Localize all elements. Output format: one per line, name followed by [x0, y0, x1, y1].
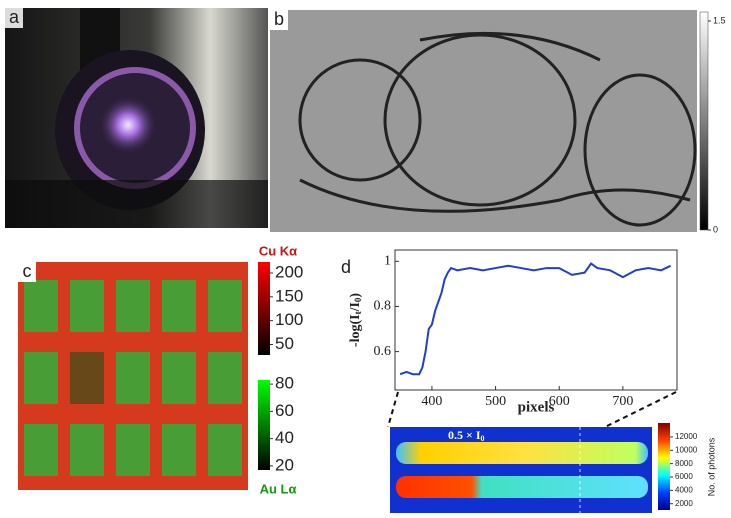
panel-b-image: [270, 10, 709, 232]
colorbar-tick-label: 200: [275, 262, 303, 281]
colorbar-tick-label: 0: [713, 224, 718, 234]
colorbar-tick-label: 60: [275, 401, 294, 420]
x-axis-label: pixels: [518, 399, 555, 415]
map-cell: [70, 280, 104, 332]
y-label-part: -log(I: [348, 314, 363, 347]
map-cell: [116, 424, 150, 476]
colorbar-tick-label: 2000: [675, 499, 693, 508]
x-tick-label: 600: [549, 394, 570, 409]
y-tick-label: 1: [384, 254, 391, 269]
panel-label: b: [274, 9, 284, 29]
annotation-sub: 0: [481, 434, 485, 443]
plot-frame: [394, 249, 678, 391]
colorbar-tick-label: 50: [275, 334, 294, 353]
map-cell: [116, 280, 150, 332]
panel-label: c: [23, 261, 32, 281]
map-cell: [162, 424, 196, 476]
colorbar-tick-label: 12000: [675, 432, 698, 441]
colorbar-tick-label: 80: [275, 374, 294, 393]
map-cell: [162, 280, 196, 332]
map-cell: [208, 352, 242, 404]
data-line: [399, 262, 672, 376]
y-tick-label: 0.6: [374, 344, 392, 359]
y-label-sub: t: [353, 311, 363, 314]
colorbar-tick-label: 20: [275, 455, 294, 474]
colorbar-tick-label: 40: [275, 428, 294, 447]
map-cell: [24, 352, 58, 404]
map-cell: [70, 424, 104, 476]
y-tick-label: 0.8: [374, 299, 392, 314]
colorbar-tick-label: 1.5: [713, 15, 726, 25]
annotation-text: 0.5 × I: [448, 428, 481, 442]
x-tick-label: 500: [485, 394, 506, 409]
map-cell: [24, 280, 58, 332]
map-cell: [208, 280, 242, 332]
colorbar-tick-label: 150: [275, 286, 303, 305]
map-cell: [70, 352, 104, 404]
inset-colorbar-label: No. of photons: [706, 437, 716, 496]
map-cell: [24, 424, 58, 476]
au-colorbar: [258, 380, 270, 470]
colorbar-title: Au Lα: [260, 481, 297, 496]
inset-annotation: 0.5 × I0: [448, 428, 485, 443]
x-tick-label: 700: [612, 394, 633, 409]
y-label-part: /I: [348, 302, 363, 312]
colorbar-tick-label: 4000: [675, 485, 693, 494]
x-tick-label: 400: [421, 394, 442, 409]
map-cell: [116, 352, 150, 404]
colorbar-tick-label: 10000: [675, 445, 698, 454]
y-label-part: ): [348, 293, 363, 298]
colorbar-tick-label: 6000: [675, 472, 693, 481]
map-cell: [208, 424, 242, 476]
map-cell: [162, 352, 196, 404]
panel-label: a: [9, 7, 20, 27]
colorbar-tick-label: 100: [275, 310, 303, 329]
y-label-sub: 0: [353, 297, 363, 302]
colorbar-tick-label: 8000: [675, 459, 693, 468]
colorbar-title: Cu Kα: [259, 243, 297, 258]
cu-colorbar: [258, 262, 270, 355]
panel-label: d: [341, 257, 351, 277]
inset-image: [387, 391, 677, 513]
y-axis-label: -log(It/I0): [348, 293, 363, 348]
panel-c-map: [18, 262, 248, 490]
panel-a-photo: [5, 8, 268, 228]
